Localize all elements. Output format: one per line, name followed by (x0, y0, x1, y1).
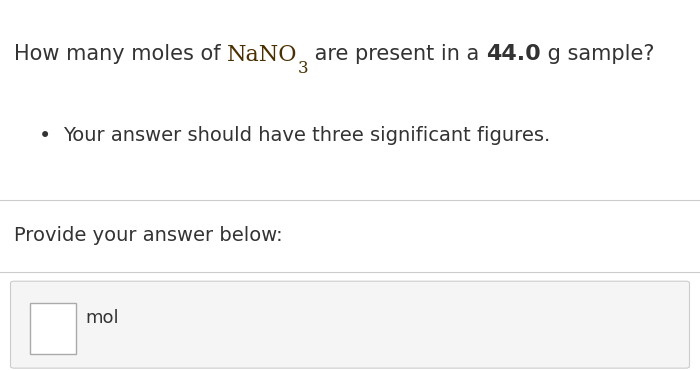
FancyBboxPatch shape (30, 303, 76, 354)
Text: g sample?: g sample? (541, 44, 654, 64)
FancyBboxPatch shape (10, 281, 690, 368)
Text: are present in a: are present in a (309, 44, 486, 64)
Text: 3: 3 (298, 60, 309, 77)
Text: Your answer should have three significant figures.: Your answer should have three significan… (63, 126, 550, 145)
Text: mol: mol (85, 309, 119, 327)
Text: 44.0: 44.0 (486, 44, 541, 64)
Text: Provide your answer below:: Provide your answer below: (14, 226, 283, 245)
Text: NaNO: NaNO (228, 44, 298, 66)
Text: How many moles of: How many moles of (14, 44, 228, 64)
Text: •: • (38, 126, 50, 146)
